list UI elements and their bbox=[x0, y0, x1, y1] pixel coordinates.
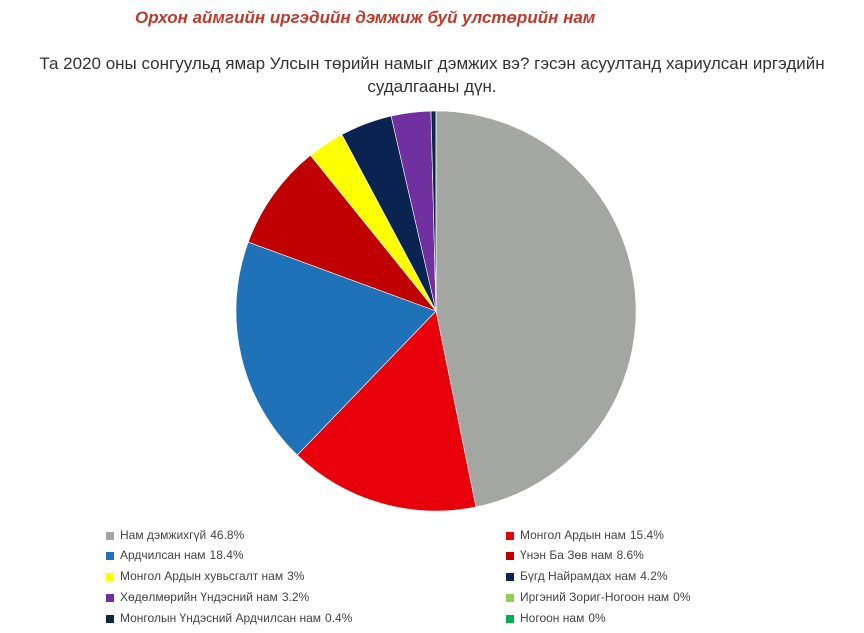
pie-slice bbox=[296, 310, 477, 512]
legend-swatch bbox=[506, 615, 514, 623]
pie-slice bbox=[435, 110, 637, 508]
legend-label: Иргэний Зориг-Ногоон нам 0% bbox=[520, 590, 691, 604]
pie-slice bbox=[247, 154, 437, 312]
legend-swatch bbox=[506, 532, 514, 540]
legend-value: 15.4% bbox=[630, 528, 664, 542]
legend-label: Ногоон нам 0% bbox=[520, 611, 606, 625]
legend-name: Үнэн Ба Зөв нам bbox=[520, 548, 612, 562]
legend-name: Монгол Ардын нам bbox=[520, 528, 626, 542]
legend-value: 4.2% bbox=[640, 569, 668, 583]
legend-label: Монголын Үндэсний Ардчилсан нам 0.4% bbox=[120, 611, 353, 625]
legend-label: Монгол Ардын нам 15.4% bbox=[520, 528, 664, 542]
legend-name: Нам дэмжихгүй bbox=[120, 528, 206, 542]
legend-label: Монгол Ардын хувьсгалт нам 3% bbox=[120, 569, 305, 583]
legend-label: Үнэн Ба Зөв нам 8.6% bbox=[520, 548, 644, 562]
legend-value: 0% bbox=[673, 590, 691, 604]
legend-swatch bbox=[106, 552, 114, 560]
legend-value: 18.4% bbox=[210, 548, 244, 562]
legend-name: Иргэний Зориг-Ногоон нам bbox=[520, 590, 669, 604]
legend-name: Ногоон нам bbox=[520, 611, 584, 625]
legend-value: 3.2% bbox=[282, 590, 310, 604]
legend-name: Бүгд Найрамдах нам bbox=[520, 569, 636, 583]
legend-value: 8.6% bbox=[616, 548, 644, 562]
legend-label: Нам дэмжихгүй 46.8% bbox=[120, 528, 245, 542]
legend-name: Монголын Үндэсний Ардчилсан нам bbox=[120, 611, 321, 625]
pie-slice bbox=[235, 241, 437, 456]
legend-swatch bbox=[106, 532, 114, 540]
legend-name: Хөдөлмөрийн Үндэсний нам bbox=[120, 590, 278, 604]
legend-swatch bbox=[506, 594, 514, 602]
legend-swatch bbox=[106, 594, 114, 602]
legend-label: Бүгд Найрамдах нам 4.2% bbox=[520, 569, 668, 583]
legend-swatch bbox=[106, 573, 114, 581]
legend-value: 0% bbox=[588, 611, 606, 625]
legend-label: Ардчилсан нам 18.4% bbox=[120, 548, 244, 562]
legend-swatch bbox=[106, 615, 114, 623]
page-title: Орхон аймгийн иргэдийн дэмжиж буй улстөр… bbox=[135, 8, 596, 27]
legend-swatch bbox=[506, 573, 514, 581]
chart-subtitle: Та 2020 оны сонгуульд ямар Улсын төрийн … bbox=[39, 54, 825, 96]
legend-label: Хөдөлмөрийн Үндэсний нам 3.2% bbox=[120, 590, 309, 604]
legend-name: Монгол Ардын хувьсгалт нам bbox=[120, 569, 283, 583]
legend-swatch bbox=[506, 552, 514, 560]
legend-name: Ардчилсан нам bbox=[120, 548, 206, 562]
legend-value: 0.4% bbox=[325, 611, 353, 625]
legend-value: 46.8% bbox=[210, 528, 244, 542]
legend-value: 3% bbox=[287, 569, 305, 583]
